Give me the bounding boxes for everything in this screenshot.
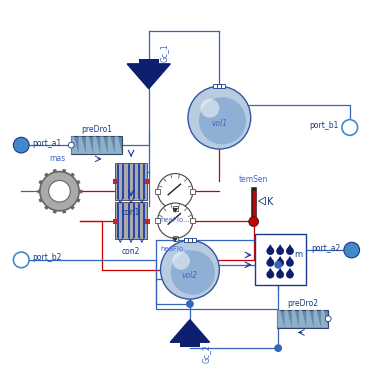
Polygon shape bbox=[71, 136, 79, 154]
Circle shape bbox=[171, 251, 215, 295]
Text: Gc_2: Gc_2 bbox=[202, 344, 211, 363]
Polygon shape bbox=[267, 268, 273, 273]
Circle shape bbox=[161, 240, 219, 299]
Polygon shape bbox=[108, 136, 115, 154]
Polygon shape bbox=[313, 310, 321, 328]
Text: port_b1: port_b1 bbox=[310, 121, 339, 130]
Circle shape bbox=[276, 271, 284, 279]
Text: preDro2: preDro2 bbox=[287, 299, 318, 308]
Bar bbox=[184, 238, 188, 242]
Circle shape bbox=[186, 300, 194, 308]
Text: mas: mas bbox=[49, 154, 66, 163]
Polygon shape bbox=[86, 136, 93, 154]
Bar bbox=[188, 238, 192, 242]
Circle shape bbox=[199, 97, 246, 144]
Circle shape bbox=[274, 261, 282, 269]
Polygon shape bbox=[79, 136, 86, 154]
Bar bbox=[277, 310, 328, 328]
Polygon shape bbox=[277, 310, 285, 328]
Circle shape bbox=[274, 344, 282, 352]
Polygon shape bbox=[287, 268, 293, 273]
Bar bbox=[180, 342, 200, 347]
Polygon shape bbox=[267, 244, 273, 249]
Circle shape bbox=[266, 271, 274, 279]
Circle shape bbox=[249, 217, 259, 227]
Text: Gc_1: Gc_1 bbox=[160, 43, 168, 62]
Bar bbox=[221, 84, 225, 88]
Polygon shape bbox=[259, 197, 265, 205]
Bar bbox=[213, 84, 217, 88]
Text: K: K bbox=[267, 197, 274, 207]
Polygon shape bbox=[285, 310, 292, 328]
Text: port_a2: port_a2 bbox=[312, 244, 341, 253]
Polygon shape bbox=[277, 268, 283, 273]
Bar bbox=[155, 218, 160, 223]
Bar bbox=[255, 234, 306, 285]
Bar bbox=[114, 219, 118, 224]
Text: temSen: temSen bbox=[239, 175, 268, 184]
Text: vol2: vol2 bbox=[182, 271, 198, 280]
Polygon shape bbox=[292, 310, 299, 328]
Text: port_a1: port_a1 bbox=[32, 139, 61, 147]
Circle shape bbox=[266, 247, 274, 255]
Text: m: m bbox=[295, 250, 303, 259]
Circle shape bbox=[158, 173, 193, 209]
Text: con1: con1 bbox=[122, 208, 140, 217]
Polygon shape bbox=[115, 136, 122, 154]
Bar bbox=[115, 202, 147, 239]
Text: vol1: vol1 bbox=[211, 119, 227, 128]
Circle shape bbox=[200, 99, 219, 118]
Text: heaFlo...: heaFlo... bbox=[160, 246, 190, 252]
Polygon shape bbox=[277, 244, 283, 249]
Text: con2: con2 bbox=[122, 247, 140, 256]
Polygon shape bbox=[277, 256, 283, 261]
Text: port_b2: port_b2 bbox=[32, 253, 61, 262]
Circle shape bbox=[158, 203, 193, 238]
Polygon shape bbox=[287, 244, 293, 249]
Polygon shape bbox=[93, 136, 101, 154]
Circle shape bbox=[13, 137, 29, 153]
Polygon shape bbox=[172, 237, 178, 242]
Circle shape bbox=[276, 259, 284, 267]
Polygon shape bbox=[306, 310, 313, 328]
Bar bbox=[145, 179, 150, 184]
Bar bbox=[115, 163, 147, 200]
Circle shape bbox=[68, 142, 74, 148]
Polygon shape bbox=[267, 256, 273, 261]
Bar bbox=[71, 136, 122, 154]
Circle shape bbox=[344, 242, 359, 258]
Polygon shape bbox=[170, 320, 210, 342]
Bar bbox=[145, 219, 150, 224]
Bar bbox=[114, 179, 118, 184]
Circle shape bbox=[342, 120, 358, 135]
Text: preDro1: preDro1 bbox=[81, 125, 112, 134]
Polygon shape bbox=[101, 136, 108, 154]
Bar bbox=[139, 59, 158, 64]
Circle shape bbox=[188, 86, 251, 149]
Circle shape bbox=[13, 252, 29, 268]
Polygon shape bbox=[321, 310, 328, 328]
Bar bbox=[217, 84, 221, 88]
Circle shape bbox=[40, 172, 79, 211]
Circle shape bbox=[286, 271, 294, 279]
Bar bbox=[155, 189, 160, 194]
Circle shape bbox=[266, 259, 274, 267]
Circle shape bbox=[325, 316, 331, 322]
Polygon shape bbox=[127, 64, 170, 89]
Circle shape bbox=[172, 252, 190, 270]
Polygon shape bbox=[299, 310, 306, 328]
Text: heaFlo...: heaFlo... bbox=[160, 217, 190, 223]
Circle shape bbox=[286, 259, 294, 267]
Circle shape bbox=[276, 247, 284, 255]
Polygon shape bbox=[287, 256, 293, 261]
Polygon shape bbox=[172, 208, 178, 213]
Bar bbox=[190, 218, 195, 223]
Circle shape bbox=[286, 247, 294, 255]
Bar bbox=[173, 236, 178, 241]
Circle shape bbox=[49, 180, 70, 202]
Bar bbox=[173, 206, 178, 211]
Bar bbox=[192, 238, 196, 242]
Bar bbox=[190, 189, 195, 194]
